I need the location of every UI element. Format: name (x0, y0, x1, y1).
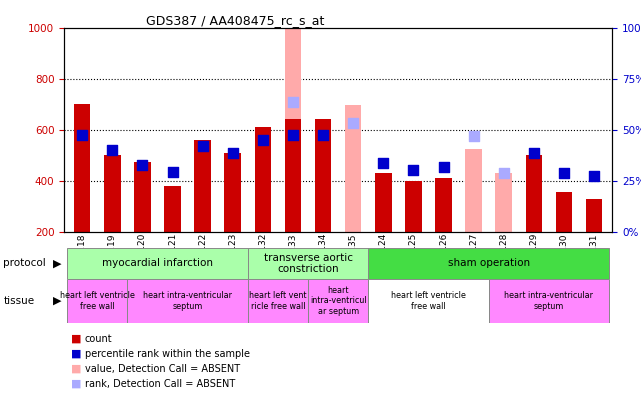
Bar (405, 181, 422, 232)
Point (258, 137, 268, 143)
Text: heart left ventricle
free wall: heart left ventricle free wall (391, 291, 466, 310)
Text: GDS387 / AA408475_rc_s_at: GDS387 / AA408475_rc_s_at (146, 13, 325, 27)
Point (529, 149, 539, 156)
Text: myocardial infarction: myocardial infarction (102, 258, 213, 268)
Bar (248, 248, 368, 279)
Point (318, 131, 328, 138)
Bar (74, 104, 90, 232)
Point (197, 143, 208, 149)
Bar (345, 105, 362, 232)
Bar (315, 120, 331, 232)
Point (559, 170, 569, 176)
Point (288, 131, 298, 138)
Point (228, 149, 238, 156)
Text: heart left vent
ricle free wall: heart left vent ricle free wall (249, 291, 306, 310)
Text: protocol: protocol (3, 258, 46, 268)
Bar (285, 120, 301, 232)
Text: percentile rank within the sample: percentile rank within the sample (85, 348, 249, 359)
Bar (224, 152, 241, 232)
Text: ■: ■ (71, 379, 81, 389)
Point (469, 133, 479, 139)
Text: heart left ventricle
free wall: heart left ventricle free wall (60, 291, 135, 310)
Point (77, 131, 87, 138)
Bar (104, 155, 121, 232)
Text: tissue: tissue (3, 296, 35, 306)
Text: transverse aortic
constriction: transverse aortic constriction (263, 253, 353, 274)
Bar (488, 279, 609, 323)
Text: ▶: ▶ (53, 296, 61, 306)
Point (408, 167, 419, 173)
Bar (308, 279, 368, 323)
Bar (254, 127, 271, 232)
Text: heart intra-ventricular
septum: heart intra-ventricular septum (143, 291, 232, 310)
Bar (128, 279, 248, 323)
Bar (164, 186, 181, 232)
Bar (435, 178, 452, 232)
Text: sham operation: sham operation (447, 258, 529, 268)
Text: ■: ■ (71, 333, 81, 344)
Point (499, 170, 509, 176)
Text: heart
intra-ventricul
ar septum: heart intra-ventricul ar septum (310, 286, 367, 316)
Point (167, 169, 178, 175)
Bar (67, 248, 248, 279)
Bar (248, 279, 308, 323)
Text: rank, Detection Call = ABSENT: rank, Detection Call = ABSENT (85, 379, 235, 389)
Bar (194, 140, 211, 232)
Point (378, 160, 388, 166)
Bar (375, 173, 392, 232)
Point (438, 164, 449, 170)
Point (137, 162, 147, 169)
Text: heart intra-ventricular
septum: heart intra-ventricular septum (504, 291, 594, 310)
Point (348, 120, 358, 126)
Text: count: count (85, 333, 112, 344)
Point (589, 172, 599, 179)
Bar (495, 173, 512, 232)
Bar (368, 248, 609, 279)
Point (107, 147, 117, 153)
Bar (526, 155, 542, 232)
Bar (586, 198, 603, 232)
Text: value, Detection Call = ABSENT: value, Detection Call = ABSENT (85, 364, 240, 374)
Bar (134, 162, 151, 232)
Bar (67, 279, 128, 323)
Text: ■: ■ (71, 348, 81, 359)
Bar (368, 279, 488, 323)
Bar (556, 192, 572, 232)
Point (288, 99, 298, 105)
Text: ▶: ▶ (53, 258, 61, 268)
Bar (285, 28, 301, 232)
Text: ■: ■ (71, 364, 81, 374)
Bar (465, 149, 482, 232)
